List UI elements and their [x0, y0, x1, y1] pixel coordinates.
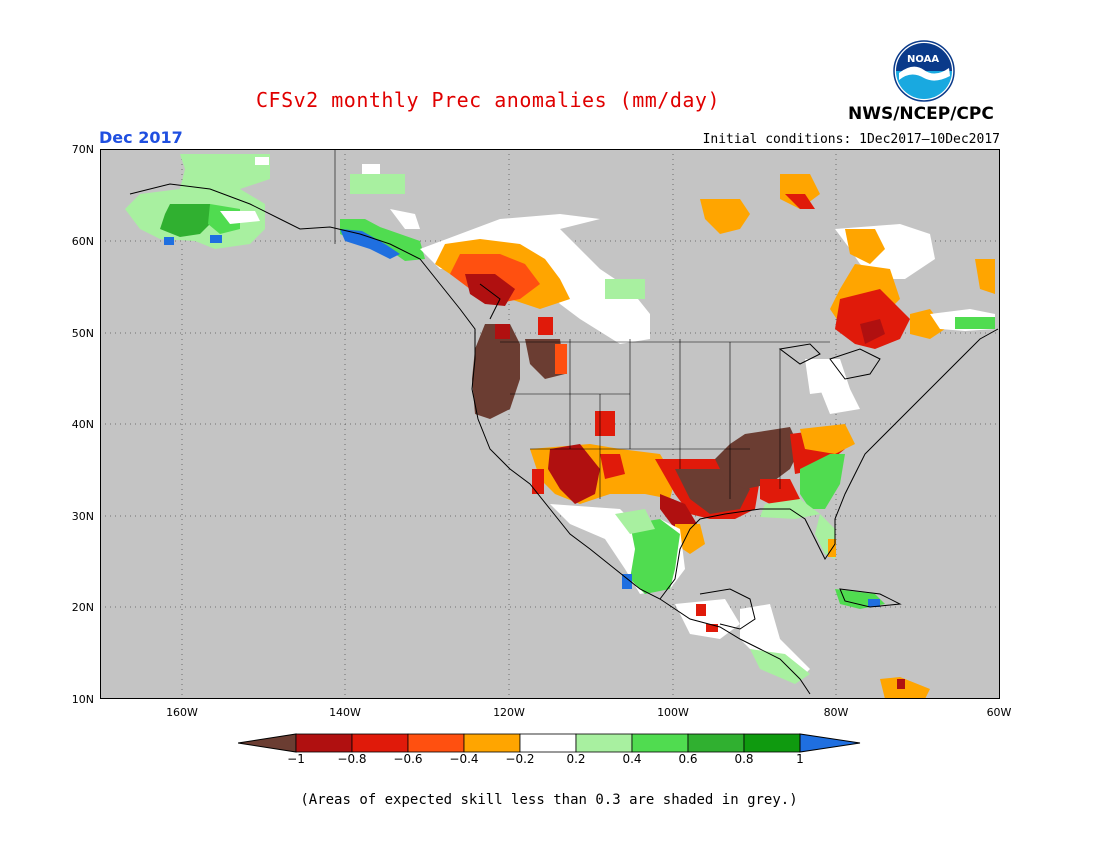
lon-label-160w: 160W — [166, 706, 198, 719]
lon-label-80w: 80W — [823, 706, 849, 719]
precipitation-anomaly-map — [100, 149, 1000, 699]
lat-label-30n: 30N — [71, 510, 94, 523]
lat-label-40n: 40N — [71, 418, 94, 431]
legend-label-neg1: −1 — [287, 752, 305, 766]
anomaly-patches — [125, 154, 995, 699]
lat-label-20n: 20N — [71, 601, 94, 614]
lat-label-10n: 10N — [71, 693, 94, 706]
lon-label-120w: 120W — [493, 706, 525, 719]
legend-label-1: 1 — [796, 752, 804, 766]
initial-conditions: Initial conditions: 1Dec2017–10Dec2017 — [702, 132, 1000, 147]
lat-label-50n: 50N — [71, 327, 94, 340]
legend-swatch-8 — [687, 733, 745, 753]
legend-swatch-6 — [575, 733, 633, 753]
noaa-logo-text: NOAA — [907, 54, 940, 65]
coastlines — [129, 183, 999, 695]
state-boundaries — [334, 149, 830, 499]
legend-swatch-0 — [238, 733, 297, 753]
legend-swatch-10 — [799, 733, 861, 753]
forecast-month: Dec 2017 — [99, 128, 183, 147]
legend-label-neg08: −0.8 — [337, 752, 367, 766]
legend-label-06: 0.6 — [678, 752, 698, 766]
legend-swatch-5 — [519, 733, 577, 753]
legend-swatch-2 — [351, 733, 409, 753]
agency-label: NWS/NCEP/CPC — [848, 104, 994, 124]
legend-colorbar — [238, 733, 861, 753]
legend-swatch-1 — [295, 733, 353, 753]
legend-label-neg06: −0.6 — [393, 752, 423, 766]
lon-label-140w: 140W — [329, 706, 361, 719]
legend-label-neg04: −0.4 — [449, 752, 479, 766]
legend-label-08: 0.8 — [734, 752, 754, 766]
legend-label-04: 0.4 — [622, 752, 642, 766]
legend-swatch-9 — [743, 733, 801, 753]
chart-title: CFSv2 monthly Prec anomalies (mm/day) — [255, 88, 721, 112]
legend-swatch-4 — [463, 733, 521, 753]
lon-label-100w: 100W — [657, 706, 689, 719]
lat-label-70n: 70N — [71, 143, 94, 156]
legend-swatch-7 — [631, 733, 689, 753]
legend-label-02: 0.2 — [566, 752, 586, 766]
skill-footnote: (Areas of expected skill less than 0.3 a… — [300, 792, 798, 808]
legend-label-neg02: −0.2 — [505, 752, 535, 766]
lon-label-60w: 60W — [986, 706, 1012, 719]
noaa-logo — [893, 40, 955, 102]
legend-swatch-3 — [407, 733, 465, 753]
lat-label-60n: 60N — [71, 235, 94, 248]
